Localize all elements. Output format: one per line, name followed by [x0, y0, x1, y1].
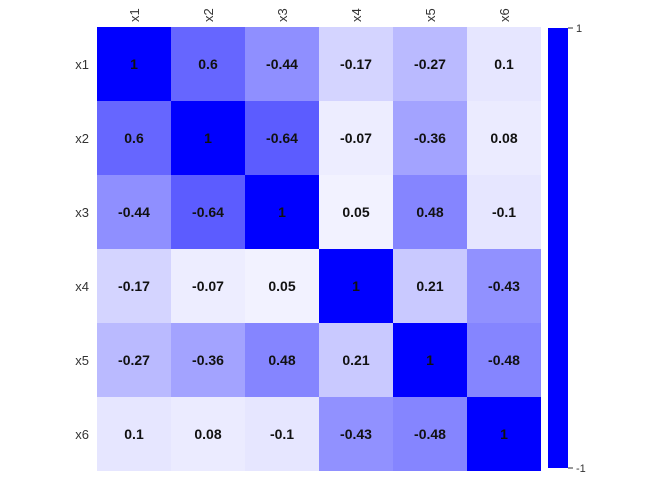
cell-value-label: 0.05 [342, 204, 369, 220]
cell-value-label: -0.48 [488, 352, 520, 368]
cell-value-label: -0.43 [488, 278, 520, 294]
heatmap-cell [393, 323, 467, 397]
x-tick-label: x2 [201, 8, 216, 22]
heatmap-cell [319, 101, 393, 175]
heatmap-cell [171, 175, 245, 249]
heatmap-cell [319, 27, 393, 101]
y-tick-label: x1 [75, 57, 89, 72]
cell-value-label: -0.17 [340, 56, 372, 72]
cell-value-label: 1 [204, 130, 212, 146]
cell-value-label: 1 [426, 352, 434, 368]
cell-value-label: 0.05 [268, 278, 295, 294]
cell-value-label: -0.27 [414, 56, 446, 72]
cell-value-label: -0.36 [192, 352, 224, 368]
y-tick-label: x6 [75, 427, 89, 442]
x-tick-label: x3 [275, 8, 290, 22]
cell-value-label: -0.64 [266, 130, 298, 146]
heatmap-cell [393, 397, 467, 471]
x-tick-label: x6 [497, 8, 512, 22]
cell-value-label: 1 [352, 278, 360, 294]
heatmap-cells [97, 27, 541, 471]
cell-value-label: -0.07 [340, 130, 372, 146]
cell-value-label: -0.27 [118, 352, 150, 368]
heatmap-cell [393, 175, 467, 249]
cell-value-label: -0.43 [340, 426, 372, 442]
colorbar: 1 -1 [548, 23, 586, 475]
heatmap-cell [171, 249, 245, 323]
cell-value-label: -0.07 [192, 278, 224, 294]
heatmap-cell [467, 175, 541, 249]
cell-value-label: -0.44 [118, 204, 150, 220]
heatmap-cell [319, 175, 393, 249]
y-tick-label: x5 [75, 353, 89, 368]
heatmap-cell [245, 27, 319, 101]
colorbar-gradient [548, 28, 568, 468]
cell-value-label: 0.1 [494, 56, 514, 72]
cell-value-label: 0.08 [194, 426, 221, 442]
y-tick-label: x2 [75, 131, 89, 146]
cell-value-label: 0.21 [342, 352, 369, 368]
cell-value-label: 0.48 [416, 204, 443, 220]
cell-value-label: 1 [130, 56, 138, 72]
heatmap-cell [467, 249, 541, 323]
heatmap-cell [245, 397, 319, 471]
cell-value-label: -0.44 [266, 56, 298, 72]
heatmap-cell-labels: 1 0.6 -0.44 -0.17 -0.27 0.1 0.6 1 -0.64 -0.07 -0.3… [118, 56, 520, 442]
heatmap-cell [97, 27, 171, 101]
heatmap-cell [245, 323, 319, 397]
y-tick-label: x4 [75, 279, 89, 294]
x-tick-label: x1 [127, 8, 142, 22]
cell-value-label: -0.64 [192, 204, 224, 220]
heatmap-cell [467, 27, 541, 101]
cell-value-label: 0.08 [490, 130, 517, 146]
heatmap-cell [393, 249, 467, 323]
x-axis-tick-labels: x1 x2 x3 x4 x5 x6 [127, 8, 512, 22]
x-tick-label: x5 [423, 8, 438, 22]
heatmap-cell [319, 323, 393, 397]
cell-value-label: 0.1 [124, 426, 144, 442]
heatmap-cell [319, 249, 393, 323]
cell-value-label: -0.36 [414, 130, 446, 146]
heatmap-cell [97, 397, 171, 471]
heatmap-cell [467, 397, 541, 471]
heatmap-cell [393, 101, 467, 175]
cell-value-label: 0.6 [124, 130, 144, 146]
heatmap-cell [97, 175, 171, 249]
heatmap-cell [393, 27, 467, 101]
cell-value-label: -0.48 [414, 426, 446, 442]
cell-value-label: -0.17 [118, 278, 150, 294]
cell-value-label: -0.1 [270, 426, 294, 442]
y-axis-tick-labels: x1 x2 x3 x4 x5 x6 [75, 57, 89, 442]
cell-value-label: 0.48 [268, 352, 295, 368]
colorbar-min-label: -1 [576, 463, 586, 475]
heatmap-cell [171, 397, 245, 471]
heatmap-cell [97, 249, 171, 323]
cell-value-label: 0.6 [198, 56, 218, 72]
cell-value-label: -0.1 [492, 204, 516, 220]
colorbar-max-label: 1 [576, 23, 582, 35]
heatmap-cell [171, 323, 245, 397]
x-tick-label: x4 [349, 8, 364, 22]
heatmap-cell [319, 397, 393, 471]
y-tick-label: x3 [75, 205, 89, 220]
cell-value-label: 1 [500, 426, 508, 442]
cell-value-label: 1 [278, 204, 286, 220]
heatmap-cell [97, 323, 171, 397]
heatmap-cell [245, 175, 319, 249]
heatmap-cell [97, 101, 171, 175]
heatmap-cell [467, 323, 541, 397]
heatmap-cell [467, 101, 541, 175]
heatmap-cell [245, 101, 319, 175]
heatmap-cell [171, 27, 245, 101]
heatmap-cell [171, 101, 245, 175]
cell-value-label: 0.21 [416, 278, 443, 294]
heatmap-cell [245, 249, 319, 323]
